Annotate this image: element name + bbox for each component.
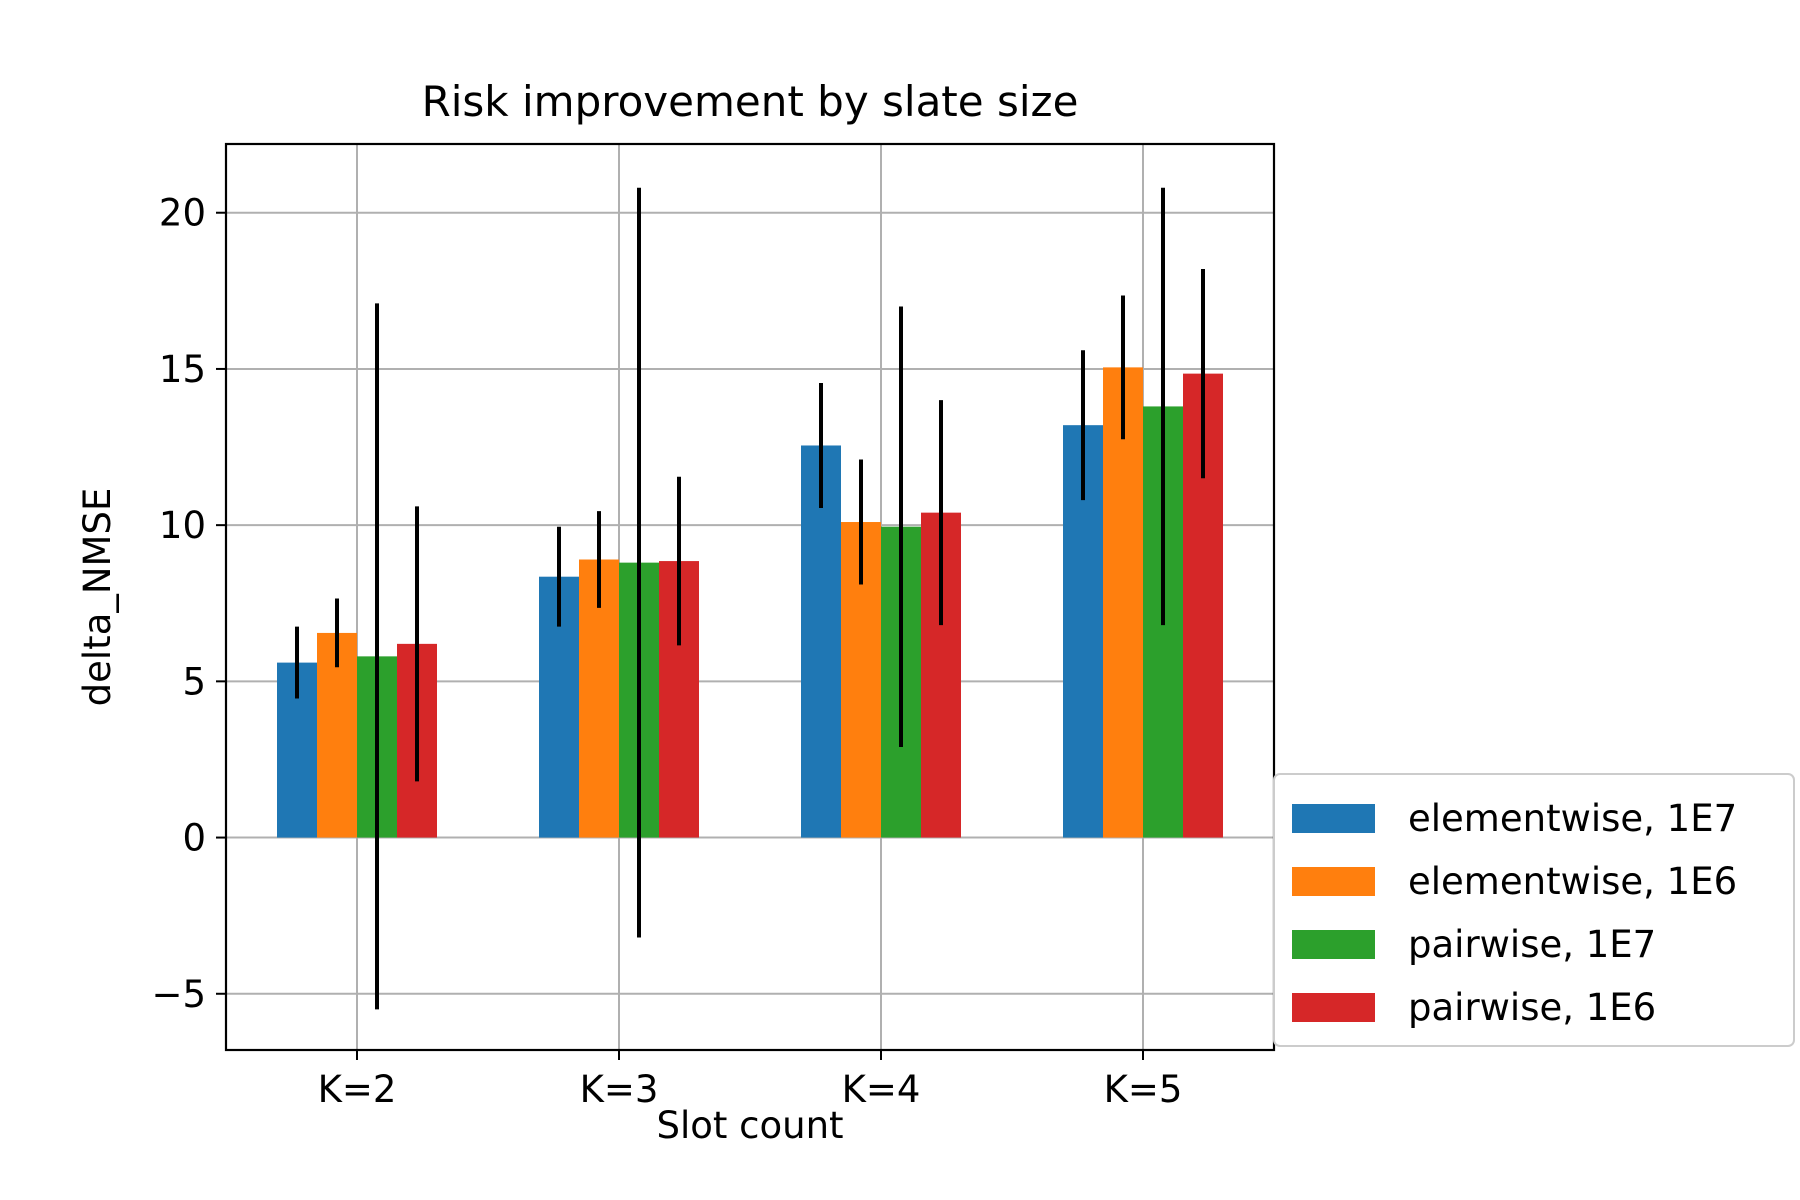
bar [1103, 367, 1143, 838]
y-tick-label: −5 [151, 973, 206, 1016]
y-tick-label: 15 [159, 348, 206, 391]
x-tick-label: K=5 [1104, 1068, 1183, 1111]
y-tick-label: 5 [182, 660, 206, 703]
chart-title: Risk improvement by slate size [422, 77, 1079, 126]
legend-label: pairwise, 1E6 [1408, 986, 1656, 1029]
legend-label: pairwise, 1E7 [1408, 923, 1656, 966]
y-ticks: −5 0 5 10 15 20 [151, 192, 226, 1016]
x-tick-label: K=4 [842, 1068, 921, 1111]
y-axis-label: delta_NMSE [76, 488, 119, 707]
legend-label: elementwise, 1E7 [1408, 797, 1737, 840]
legend-swatch [1292, 993, 1375, 1022]
x-ticks: K=2 K=3 K=4 K=5 [318, 1050, 1183, 1111]
bar [801, 445, 841, 838]
y-tick-label: 10 [159, 504, 206, 547]
legend: elementwise, 1E7 elementwise, 1E6 pairwise… [1273, 773, 1795, 1047]
plot-frame [224, 142, 1276, 1052]
x-tick-label: K=2 [318, 1068, 397, 1111]
legend-label: elementwise, 1E6 [1408, 860, 1737, 903]
x-axis-label: Slot count [656, 1104, 843, 1147]
legend-swatch [1292, 867, 1375, 896]
legend-swatch [1292, 804, 1375, 833]
legend-swatch [1292, 930, 1375, 959]
error-bars [295, 187, 1205, 1010]
legend-frame [1273, 773, 1795, 1047]
y-tick-label: 0 [182, 817, 206, 860]
y-tick-label: 20 [159, 192, 206, 235]
x-tick-label: K=3 [580, 1068, 659, 1111]
